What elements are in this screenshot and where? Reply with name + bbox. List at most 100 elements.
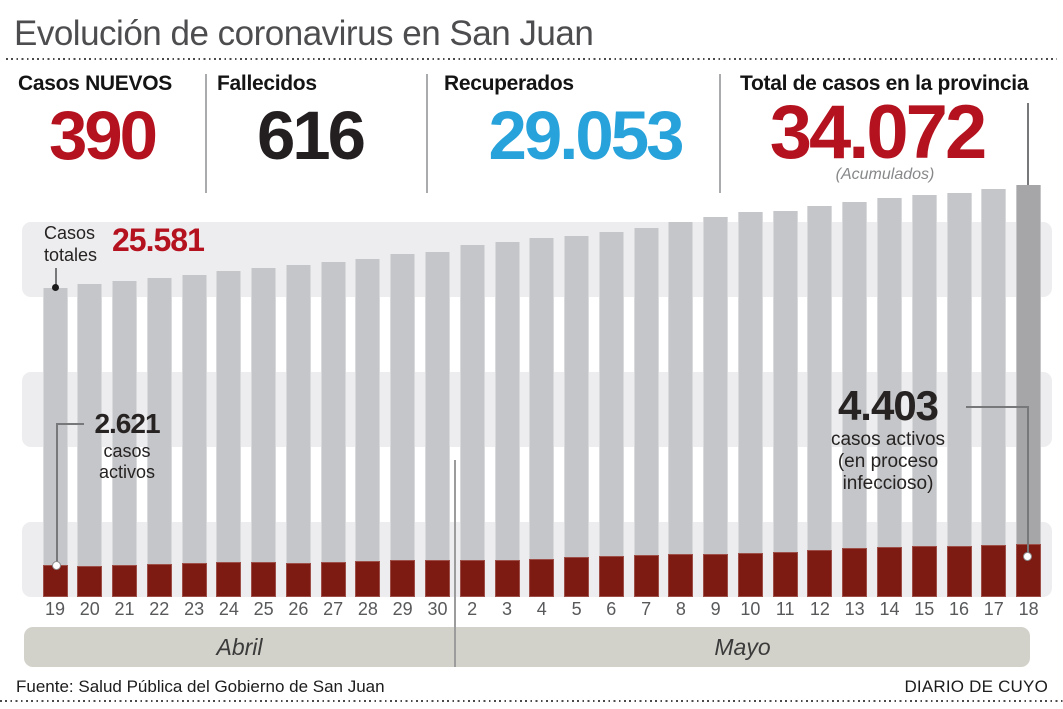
stat-label-casos-nuevos: Casos NUEVOS	[18, 72, 172, 95]
page-title: Evolución de coronavirus en San Juan	[14, 14, 594, 53]
bar-active-29	[390, 560, 416, 597]
source-text: Fuente: Salud Pública del Gobierno de Sa…	[16, 677, 385, 696]
bar-active-11	[772, 552, 798, 597]
x-tick-17: 17	[983, 599, 1004, 619]
x-tick-11: 11	[775, 599, 795, 619]
bar-total-12	[807, 206, 833, 597]
activos-inicio-connector-hline	[56, 423, 84, 425]
x-tick-28: 28	[357, 599, 378, 619]
bar-active-26	[285, 563, 311, 597]
annotation-casos-totales-value: 25.581	[112, 222, 205, 258]
bar-active-9	[703, 554, 729, 597]
bar-total-9	[703, 217, 729, 597]
annotation-activos-inicio-value: 2.621	[94, 408, 160, 439]
annotation-casos-totales-line2: totales	[44, 245, 98, 265]
bar-active-25	[251, 562, 277, 597]
bar-active-15	[911, 546, 937, 597]
bar-total-11	[772, 211, 798, 597]
bar-active-14	[877, 547, 902, 597]
bar-active-2	[459, 560, 485, 597]
bar-active-24	[216, 562, 242, 597]
header-divider	[6, 58, 1057, 60]
activos-fin-connector-hline	[966, 406, 1028, 408]
x-tick-24: 24	[218, 599, 239, 619]
casos-totales-connector-dot	[52, 284, 59, 291]
x-tick-25: 25	[253, 599, 274, 619]
bar-active-8	[668, 554, 694, 597]
x-tick-3: 3	[501, 599, 512, 619]
x-tick-15: 15	[914, 599, 935, 619]
x-tick-5: 5	[571, 599, 582, 619]
stat-value-fallecidos: 616	[256, 97, 366, 174]
bar-total-13	[842, 202, 868, 597]
x-tick-12: 12	[809, 599, 830, 619]
x-tick-26: 26	[288, 599, 309, 619]
bar-total-30	[425, 252, 450, 597]
stat-divider-2	[426, 74, 428, 193]
bar-total-25	[251, 268, 277, 597]
x-tick-6: 6	[606, 599, 617, 619]
x-tick-8: 8	[675, 599, 686, 619]
bar-active-27	[320, 562, 346, 597]
stat-divider-1	[205, 74, 207, 193]
bar-total-18	[1016, 185, 1042, 597]
annotation-activos-fin-label: casos activos (en proceso infeccioso)	[798, 429, 978, 495]
x-tick-7: 7	[641, 599, 652, 619]
stat-value-total-provincia: 34.072	[769, 90, 987, 175]
bar-active-5	[564, 557, 590, 597]
annotation-activos-fin-line1: casos activos	[830, 429, 946, 450]
bar-total-10	[737, 212, 763, 597]
bar-active-21	[112, 565, 137, 597]
annotation-casos-totales-line1: Casos	[44, 223, 96, 243]
x-tick-20: 20	[79, 599, 100, 619]
x-tick-16: 16	[948, 599, 970, 619]
month-band	[24, 627, 1030, 667]
bar-total-14	[877, 198, 902, 597]
annotation-activos-fin-value: 4.403	[837, 382, 939, 429]
x-tick-14: 14	[879, 599, 900, 619]
bar-active-19	[42, 565, 68, 597]
bar-total-6	[598, 232, 624, 597]
credit-text: DIARIO DE CUYO	[904, 677, 1048, 696]
month-separator-line	[454, 460, 456, 667]
x-tick-21: 21	[114, 599, 135, 619]
activos-fin-connector-dot	[1023, 552, 1032, 561]
bar-total-22	[146, 278, 172, 597]
stat-note-acumulados: (Acumulados)	[835, 166, 935, 183]
stat-label-total-provincia: Total de casos en la provincia	[740, 72, 1029, 95]
stat-value-recuperados: 29.053	[488, 97, 684, 174]
annotation-activos-inicio-label: casos activos	[77, 441, 177, 483]
bar-total-5	[564, 236, 590, 597]
bar-total-28	[355, 259, 381, 597]
bar-active-28	[355, 561, 381, 597]
bar-total-24	[216, 271, 242, 597]
annotation-casos-totales-label: Casos totales	[44, 222, 97, 266]
bar-active-23	[181, 563, 207, 597]
annotation-activos-inicio-line2: activos	[98, 462, 156, 482]
x-tick-23: 23	[184, 599, 205, 619]
x-tick-29: 29	[392, 599, 413, 619]
annotation-activos-fin-line2: (en proceso	[837, 451, 939, 472]
bar-total-21	[112, 281, 137, 597]
bar-active-13	[842, 548, 868, 597]
footer-divider	[0, 700, 1063, 702]
bar-total-4	[529, 238, 555, 597]
annotation-activos-inicio-line1: casos	[103, 441, 151, 461]
x-tick-30: 30	[427, 599, 448, 619]
x-tick-13: 13	[844, 599, 865, 619]
bar-total-3	[494, 242, 520, 597]
bar-active-20	[77, 566, 103, 597]
bar-total-20	[77, 284, 103, 597]
bar-total-17	[981, 189, 1007, 597]
month-label-mayo: Mayo	[714, 634, 771, 660]
bar-active-12	[807, 550, 833, 597]
bar-total-7	[633, 228, 659, 597]
bar-active-16	[946, 546, 972, 597]
casos-totales-connector-line	[55, 268, 57, 288]
x-tick-10: 10	[740, 599, 761, 619]
stat-label-recuperados: Recuperados	[444, 72, 574, 95]
bar-active-3	[494, 560, 520, 597]
bar-total-16	[946, 193, 972, 597]
bar-active-7	[633, 555, 659, 597]
bar-active-17	[981, 545, 1007, 597]
